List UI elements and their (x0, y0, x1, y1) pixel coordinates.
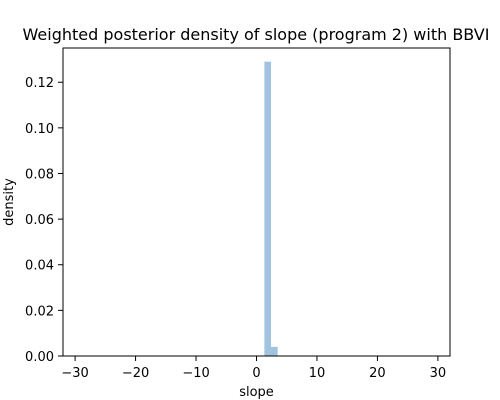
x-tick-label: −30 (61, 366, 88, 381)
y-tick-label: 0.02 (25, 304, 54, 319)
y-axis-label: density (2, 178, 17, 226)
y-tick-label: 0.06 (25, 213, 54, 228)
x-tick-label: −20 (122, 366, 149, 381)
histogram-bars (264, 61, 278, 356)
x-axis-ticks: −30 −20 −10 0 10 20 30 (61, 356, 446, 381)
y-tick-label: 0.08 (25, 167, 54, 182)
x-tick-label: −10 (182, 366, 209, 381)
histogram-bar (264, 61, 272, 356)
y-tick-label: 0.00 (25, 350, 54, 365)
y-tick-label: 0.12 (25, 76, 54, 91)
x-axis-label: slope (239, 385, 274, 400)
x-tick-label: 0 (252, 366, 260, 381)
y-tick-label: 0.10 (25, 122, 54, 137)
x-tick-label: 20 (369, 366, 386, 381)
chart-title: Weighted posterior density of slope (pro… (23, 25, 490, 44)
histogram-bar (271, 346, 278, 356)
y-axis-ticks: 0.00 0.02 0.04 0.06 0.08 0.10 0.12 (25, 76, 63, 365)
x-tick-label: 10 (309, 366, 326, 381)
x-tick-label: 30 (430, 366, 447, 381)
y-tick-label: 0.04 (25, 259, 54, 274)
